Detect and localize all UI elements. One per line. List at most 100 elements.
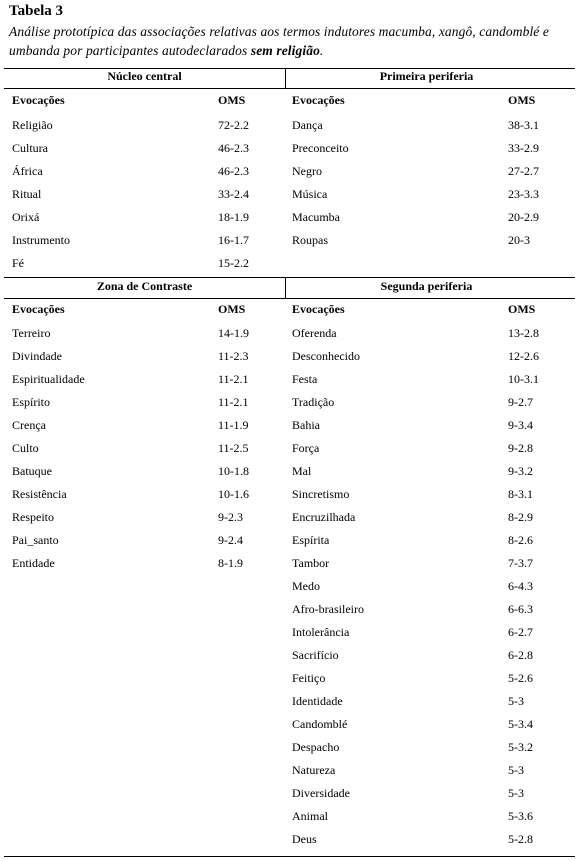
oms-value: 11-2.1 — [218, 372, 249, 386]
oms-value: 5-3.2 — [508, 740, 533, 754]
evocation: Espírita — [292, 533, 330, 547]
evocation: Festa — [292, 372, 318, 386]
oms-value: 10-1.6 — [218, 487, 249, 501]
evocation: Despacho — [292, 740, 340, 754]
oms-value: 20-2.9 — [508, 210, 539, 224]
evocation: Tambor — [292, 556, 330, 570]
evocation: Força — [292, 441, 320, 455]
oms-value: 11-1.9 — [218, 418, 249, 432]
evocation: Afro-brasileiro — [292, 602, 364, 616]
rule — [4, 298, 575, 299]
evocation: Espírito — [12, 395, 50, 409]
quadrant-title: Primeira periferia — [379, 69, 474, 83]
oms-value: 33-2.4 — [218, 187, 249, 201]
quadrant-title: Segunda periferia — [380, 279, 473, 293]
rule — [4, 277, 575, 278]
oms-value: 38-3.1 — [508, 118, 539, 132]
evocation: Pai_santo — [12, 533, 59, 547]
oms-value: 5-2.6 — [508, 671, 533, 685]
evocation: Terreiro — [12, 326, 51, 340]
evocation: Crença — [12, 418, 46, 432]
oms-value: 9-2.3 — [218, 510, 243, 524]
evocation: Música — [292, 187, 328, 201]
evocation: Feitiço — [292, 671, 326, 685]
evocation: Tradição — [292, 395, 335, 409]
evocation: África — [12, 164, 43, 178]
oms-value: 11-2.5 — [218, 441, 249, 455]
oms-value: 11-2.3 — [218, 349, 249, 363]
oms-value: 15-2.2 — [218, 256, 249, 270]
oms-value: 46-2.3 — [218, 141, 249, 155]
oms-value: 12-2.6 — [508, 349, 539, 363]
evocation: Diversidade — [292, 786, 350, 800]
table-title: Tabela 3 — [9, 3, 64, 19]
evocation: Medo — [292, 579, 320, 593]
oms-value: 33-2.9 — [508, 141, 539, 155]
evocation: Cultura — [12, 141, 48, 155]
oms-value: 5-3 — [508, 763, 524, 777]
oms-value: 13-2.8 — [508, 326, 539, 340]
column-header: OMS — [218, 93, 246, 107]
evocation: Oferenda — [292, 326, 337, 340]
column-header: OMS — [508, 93, 536, 107]
oms-value: 7-3.7 — [508, 556, 533, 570]
quadrant-title: Núcleo central — [107, 69, 182, 83]
evocation: Sincretismo — [292, 487, 350, 501]
rule — [4, 88, 575, 89]
oms-value: 8-3.1 — [508, 487, 533, 501]
evocation: Roupas — [292, 233, 328, 247]
evocation: Divindade — [12, 349, 62, 363]
caption-emphasis: sem religião — [250, 43, 320, 58]
oms-value: 6-4.3 — [508, 579, 533, 593]
oms-value: 10-3.1 — [508, 372, 539, 386]
evocation: Culto — [12, 441, 39, 455]
divider — [285, 68, 286, 88]
oms-value: 14-1.9 — [218, 326, 249, 340]
quadrant-title: Zona de Contraste — [96, 279, 193, 293]
evocation: Respeito — [12, 510, 54, 524]
oms-value: 23-3.3 — [508, 187, 539, 201]
oms-value: 9-2.7 — [508, 395, 533, 409]
evocation: Bahia — [292, 418, 320, 432]
column-header: Evocações — [12, 302, 65, 316]
oms-value: 27-2.7 — [508, 164, 539, 178]
oms-value: 16-1.7 — [218, 233, 249, 247]
evocation: Orixá — [12, 210, 40, 224]
evocation: Ritual — [12, 187, 42, 201]
rule — [4, 68, 575, 69]
evocation: Mal — [292, 464, 312, 478]
evocation: Desconhecido — [292, 349, 360, 363]
oms-value: 9-2.8 — [508, 441, 533, 455]
oms-value: 5-3.4 — [508, 717, 533, 731]
oms-value: 20-3 — [508, 233, 530, 247]
oms-value: 10-1.8 — [218, 464, 249, 478]
evocation: Espiritualidade — [12, 372, 85, 386]
rule — [4, 856, 575, 857]
evocation: Fé — [12, 256, 24, 270]
evocation: Deus — [292, 832, 317, 846]
evocation: Dança — [292, 118, 323, 132]
oms-value: 46-2.3 — [218, 164, 249, 178]
evocation: Candomblé — [292, 717, 348, 731]
divider — [285, 277, 286, 298]
oms-value: 5-2.8 — [508, 832, 533, 846]
table-caption: Análise prototípica das associações rela… — [9, 22, 574, 60]
evocation: Animal — [292, 809, 328, 823]
evocation: Resistência — [12, 487, 67, 501]
column-header: Evocações — [12, 93, 65, 107]
evocation: Identidade — [292, 694, 343, 708]
evocation: Intolerância — [292, 625, 350, 639]
oms-value: 8-2.6 — [508, 533, 533, 547]
oms-value: 5-3 — [508, 694, 524, 708]
evocation: Negro — [292, 164, 322, 178]
evocation: Sacrifício — [292, 648, 339, 662]
column-header: OMS — [218, 302, 246, 316]
oms-value: 6-2.8 — [508, 648, 533, 662]
evocation: Macumba — [292, 210, 340, 224]
oms-value: 18-1.9 — [218, 210, 249, 224]
column-header: Evocações — [292, 302, 345, 316]
oms-value: 5-3.6 — [508, 809, 533, 823]
oms-value: 9-3.4 — [508, 418, 533, 432]
column-header: OMS — [508, 302, 536, 316]
